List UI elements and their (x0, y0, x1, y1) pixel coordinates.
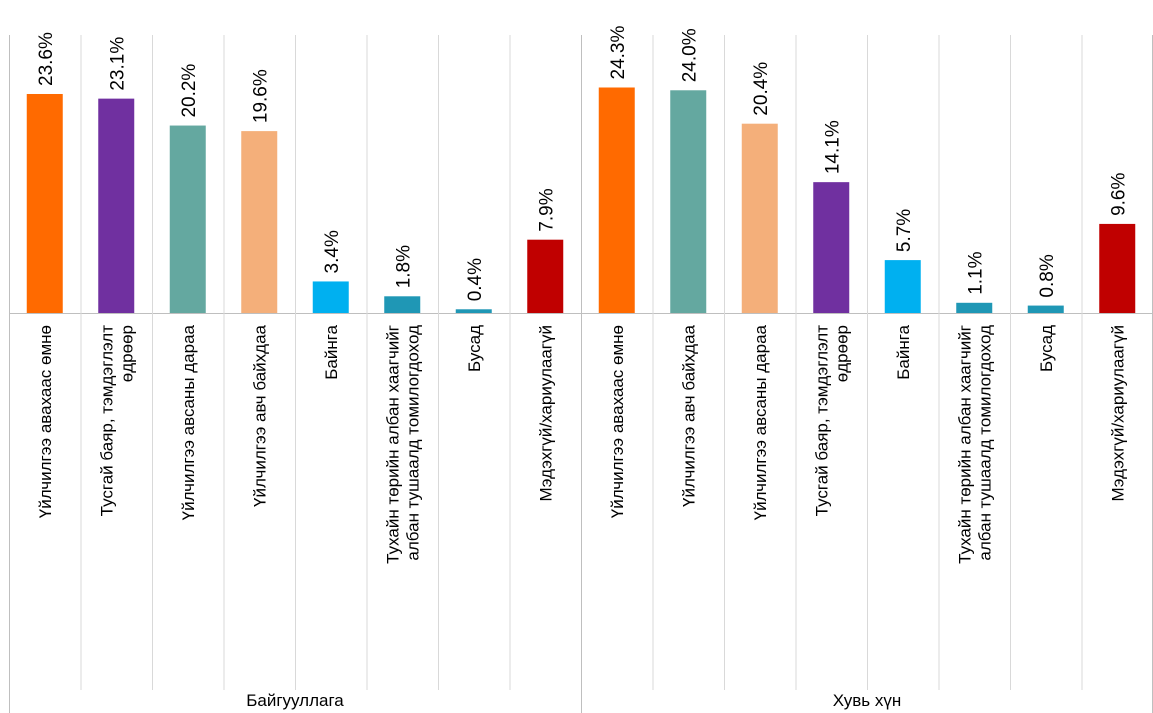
category-label: Бусад (1037, 325, 1056, 372)
category-label: Үйлчилгээ авч байхдаа (679, 324, 698, 507)
bar (26, 93, 63, 313)
category-label: Тусгай баяр, тэмдэглэлт (97, 325, 116, 517)
data-label: 5.7% (894, 209, 915, 252)
category-label: Мэдэхгүй/хариулаагүй (1108, 325, 1127, 502)
bar (1099, 223, 1136, 313)
group-label: Хувь хүн (833, 691, 901, 710)
category-label: албан тушаалд томилогдоход (975, 325, 994, 561)
data-label: 14.1% (822, 120, 843, 174)
bar (384, 296, 421, 313)
data-label: 0.4% (465, 258, 486, 301)
bar (241, 131, 278, 313)
bar (884, 260, 921, 313)
bar (1027, 305, 1064, 313)
category-label: Үйлчилгээ авахаас өмнө (36, 325, 55, 518)
data-label: 19.6% (250, 69, 271, 123)
data-label: 23.6% (36, 32, 57, 86)
category-label: Үйлчилгээ авсаны дараа (179, 324, 198, 520)
data-label: 1.8% (393, 245, 414, 288)
category-label: Тухайн төрийн албан хаагчийг (383, 325, 402, 564)
category-label: Үйлчилгээ авахаас өмнө (608, 325, 627, 518)
category-label: албан тушаалд томилогдоход (403, 325, 422, 561)
data-label: 1.1% (965, 251, 986, 294)
data-label: 7.9% (536, 188, 557, 231)
data-label: 24.3% (608, 26, 629, 80)
category-label: Үйлчилгээ авсаны дараа (751, 324, 770, 520)
category-label: Тусгай баяр, тэмдэглэлт (812, 325, 831, 517)
category-label: Мэдэхгүй/хариулаагүй (536, 325, 555, 502)
bar (956, 302, 993, 313)
category-label: өдрөөр (832, 325, 851, 382)
data-label: 3.4% (322, 230, 343, 273)
bar (527, 239, 564, 313)
data-label: 0.8% (1037, 254, 1058, 297)
data-label: 24.0% (679, 28, 700, 82)
bar (598, 87, 635, 313)
category-label: Үйлчилгээ авч байхдаа (250, 324, 269, 507)
data-label: 23.1% (107, 37, 128, 91)
category-label: Бусад (465, 325, 484, 372)
category-label: Байнга (322, 324, 341, 379)
category-label: Байнга (894, 324, 913, 379)
bar (670, 90, 707, 313)
bar (312, 281, 349, 313)
data-label: 20.4% (751, 62, 772, 116)
bar (455, 309, 492, 313)
data-label: 9.6% (1108, 172, 1129, 215)
category-label: өдрөөр (117, 325, 136, 382)
data-label: 20.2% (179, 64, 200, 118)
category-label: Тухайн төрийн албан хаагчийг (955, 325, 974, 564)
bar (741, 123, 778, 313)
bar (98, 98, 135, 313)
bar (813, 182, 850, 313)
group-label: Байгууллага (246, 691, 344, 710)
bar (169, 125, 206, 313)
